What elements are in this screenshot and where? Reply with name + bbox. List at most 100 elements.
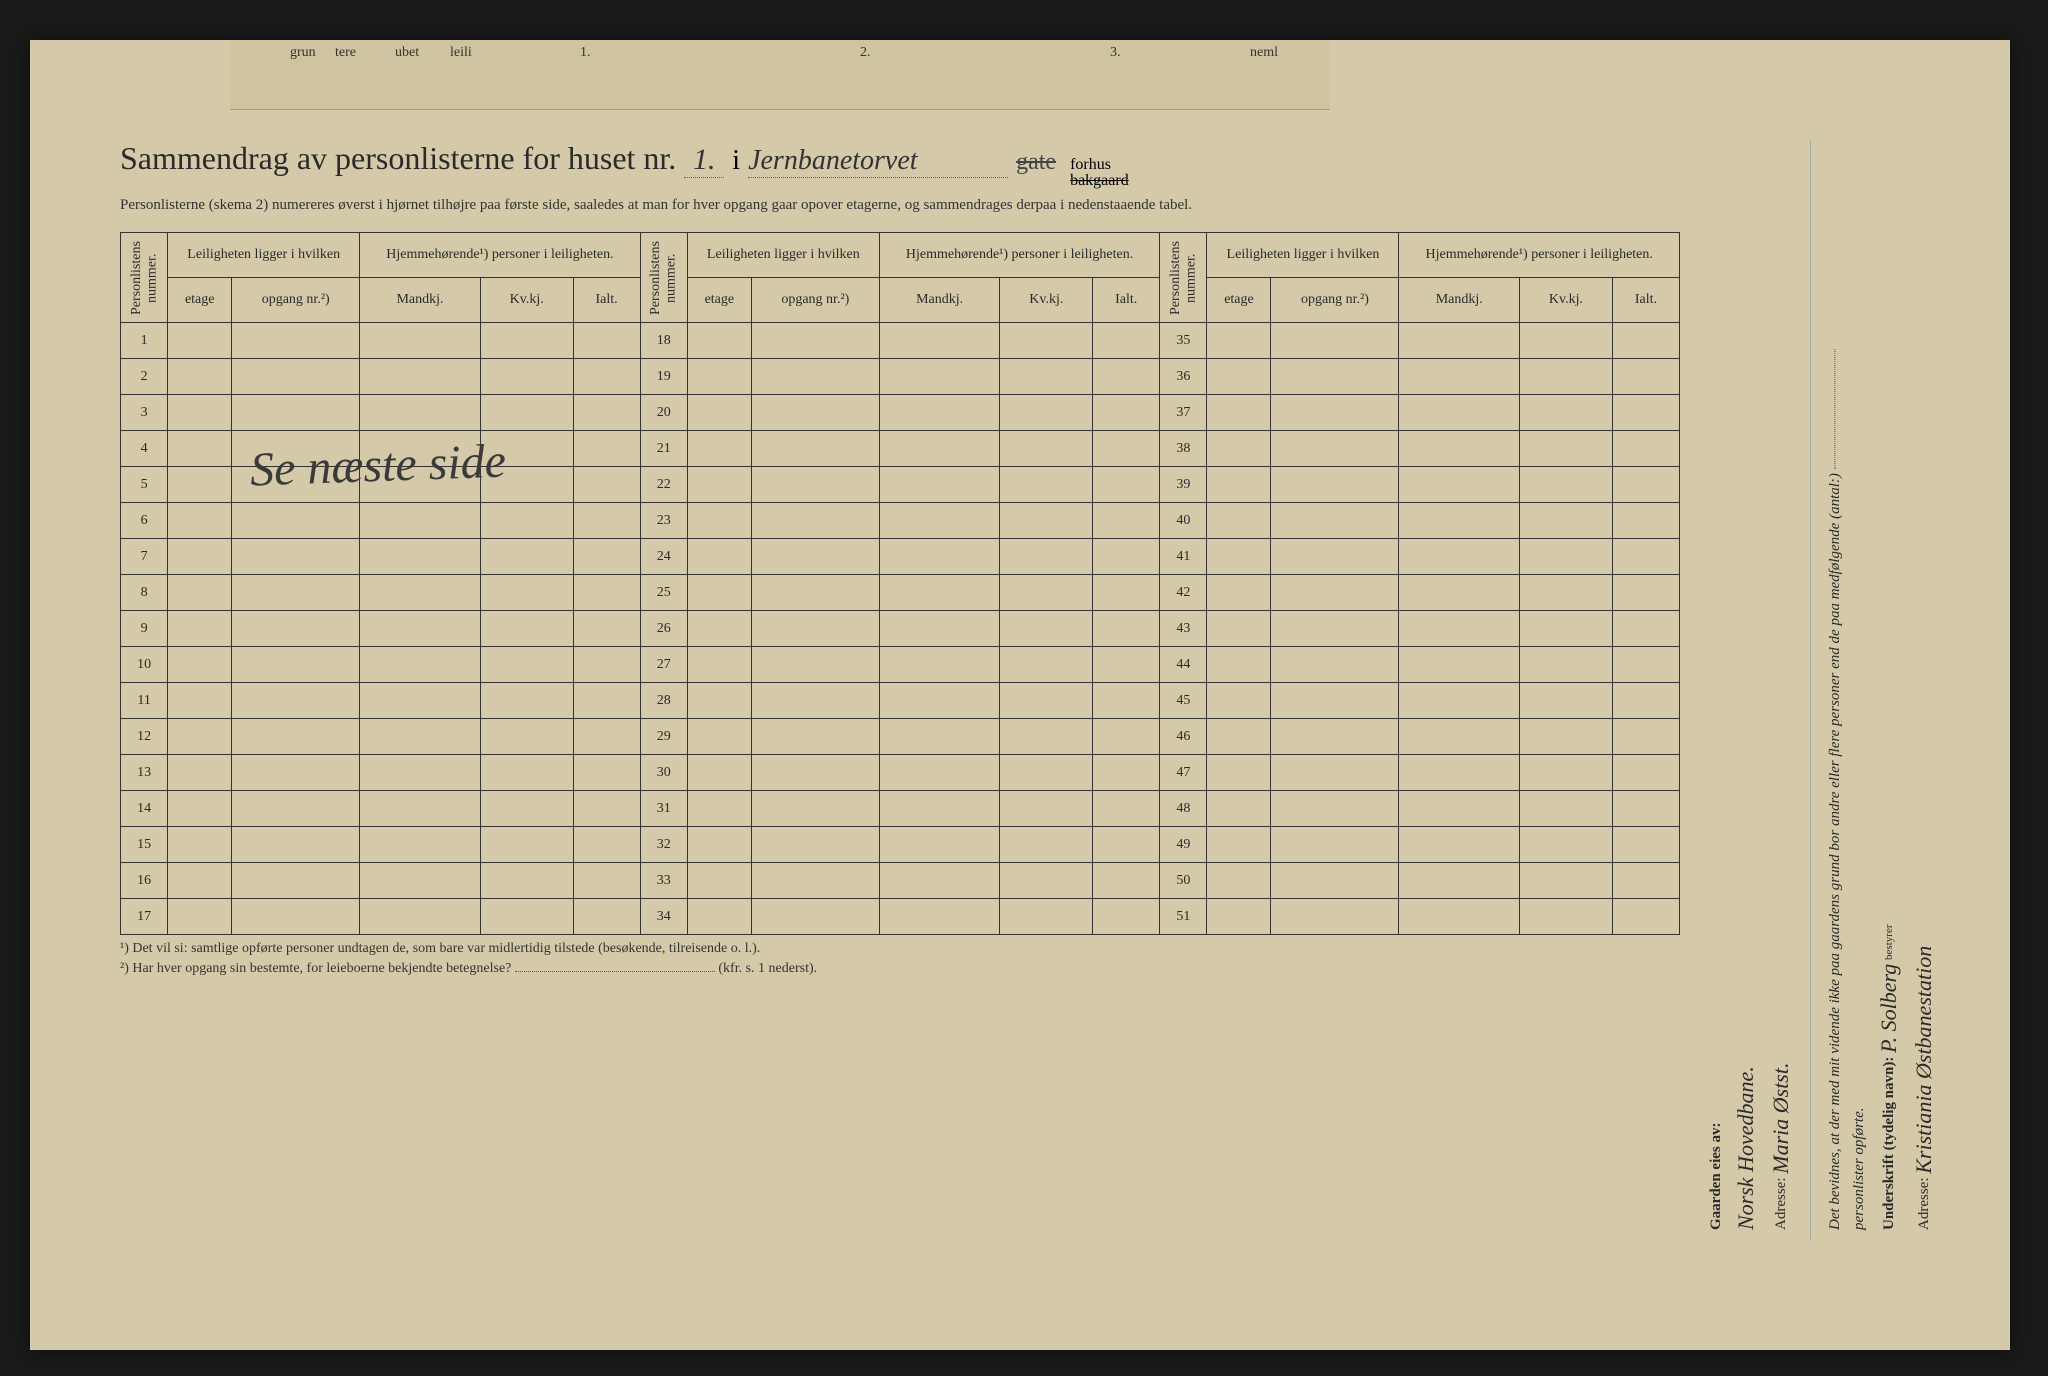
data-cell (480, 539, 573, 575)
table-row: 72441 (121, 539, 1680, 575)
data-cell (1207, 683, 1271, 719)
data-cell (360, 791, 481, 827)
row-number-cell: 44 (1160, 647, 1207, 683)
data-cell (168, 539, 232, 575)
data-cell (573, 503, 640, 539)
row-number-cell: 10 (121, 647, 168, 683)
data-cell (1520, 395, 1613, 431)
table-row: 82542 (121, 575, 1680, 611)
data-cell (232, 755, 360, 791)
th-leilighet: Leiligheten ligger i hvilken (1207, 233, 1399, 278)
data-cell (1399, 719, 1520, 755)
row-number-cell: 19 (640, 359, 687, 395)
data-cell (232, 899, 360, 935)
table-row: 62340 (121, 503, 1680, 539)
data-cell (1000, 791, 1093, 827)
th-hjemme: Hjemmehørende¹) personer i leiligheten. (879, 233, 1159, 278)
data-cell (1612, 755, 1679, 791)
data-cell (1093, 539, 1160, 575)
data-cell (480, 647, 573, 683)
data-cell (1612, 575, 1679, 611)
cut-label: leili (450, 45, 472, 61)
data-cell (1399, 899, 1520, 935)
data-cell (480, 467, 573, 503)
signature: P. Solberg (1876, 964, 1901, 1053)
data-cell (1093, 575, 1160, 611)
adresse2-label: Adresse: (1917, 1178, 1933, 1231)
data-cell (480, 899, 573, 935)
data-cell (1000, 719, 1093, 755)
data-cell (751, 431, 879, 467)
data-cell (1000, 431, 1093, 467)
data-cell (1207, 899, 1271, 935)
data-cell (1000, 827, 1093, 863)
row-number-cell: 20 (640, 395, 687, 431)
bestyrer: bestyrer (1883, 925, 1895, 960)
table-row: 112845 (121, 683, 1680, 719)
table-row: 173451 (121, 899, 1680, 935)
data-cell (1093, 683, 1160, 719)
data-cell (1207, 755, 1271, 791)
table-row: 163350 (121, 863, 1680, 899)
data-cell (232, 827, 360, 863)
th-nummer: Personlistens nummer. (640, 233, 687, 323)
data-cell (232, 503, 360, 539)
data-cell (1399, 575, 1520, 611)
row-number-cell: 47 (1160, 755, 1207, 791)
data-cell (1207, 395, 1271, 431)
data-cell (1612, 719, 1679, 755)
data-cell (1271, 647, 1399, 683)
data-cell (751, 683, 879, 719)
th-hjemme: Hjemmehørende¹) personer i leiligheten. (1399, 233, 1680, 278)
data-cell (687, 611, 751, 647)
data-cell (480, 791, 573, 827)
data-cell (168, 503, 232, 539)
data-cell (1399, 431, 1520, 467)
data-cell (1207, 827, 1271, 863)
data-cell (879, 683, 1000, 719)
data-cell (879, 899, 1000, 935)
data-cell (751, 395, 879, 431)
data-cell (168, 683, 232, 719)
data-cell (1207, 503, 1271, 539)
th-ialt: Ialt. (1612, 278, 1679, 323)
data-cell (1520, 755, 1613, 791)
data-cell (1207, 431, 1271, 467)
data-cell (1520, 431, 1613, 467)
th-opgang: opgang nr.²) (232, 278, 360, 323)
data-cell (573, 395, 640, 431)
personlister-text: personlister opførte. (1851, 1108, 1867, 1231)
data-cell (1093, 647, 1160, 683)
data-cell (168, 827, 232, 863)
data-cell (480, 395, 573, 431)
row-number-cell: 22 (640, 467, 687, 503)
data-cell (879, 503, 1000, 539)
th-kvkj: Kv.kj. (1000, 278, 1093, 323)
data-cell (751, 323, 879, 359)
row-number-cell: 39 (1160, 467, 1207, 503)
data-cell (1271, 575, 1399, 611)
data-cell (1520, 359, 1613, 395)
data-cell (751, 539, 879, 575)
data-cell (687, 791, 751, 827)
row-number-cell: 14 (121, 791, 168, 827)
data-cell (1093, 395, 1160, 431)
row-number-cell: 49 (1160, 827, 1207, 863)
data-cell (232, 791, 360, 827)
data-cell (1000, 611, 1093, 647)
data-cell (573, 827, 640, 863)
data-cell (232, 719, 360, 755)
owner-name: Norsk Hovedbane. (1733, 1066, 1758, 1230)
row-number-cell: 32 (640, 827, 687, 863)
data-cell (1000, 647, 1093, 683)
data-cell (879, 467, 1000, 503)
data-cell (573, 323, 640, 359)
table-row: 153249 (121, 827, 1680, 863)
data-cell (751, 359, 879, 395)
data-cell (168, 863, 232, 899)
data-cell (168, 719, 232, 755)
table-row: 92643 (121, 611, 1680, 647)
data-cell (480, 431, 573, 467)
data-cell (168, 323, 232, 359)
data-cell (232, 647, 360, 683)
